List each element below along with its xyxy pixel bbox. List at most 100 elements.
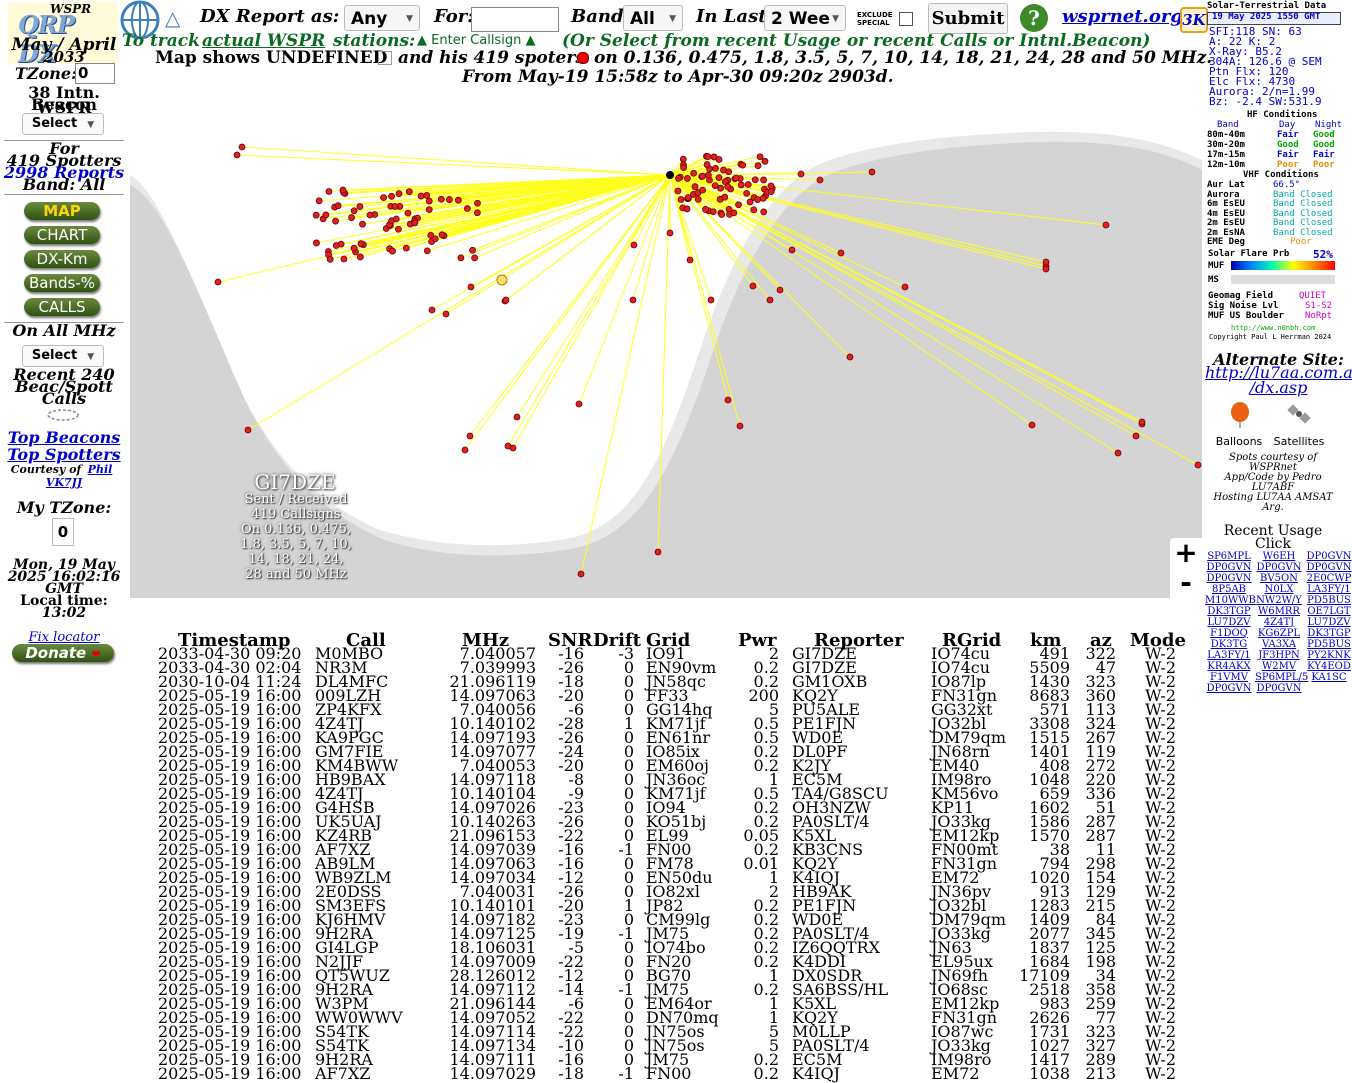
spotter-marker[interactable] — [327, 256, 333, 262]
spotter-marker[interactable] — [335, 203, 341, 209]
recent-usage-call-link[interactable]: LA3FY/1 — [1205, 650, 1253, 661]
spotter-marker[interactable] — [869, 169, 875, 175]
recent-usage-call-link[interactable]: KG6ZPL — [1255, 628, 1303, 639]
spotter-marker[interactable] — [667, 230, 673, 236]
spotter-marker[interactable] — [367, 212, 373, 218]
spotter-marker[interactable] — [455, 197, 461, 203]
spotter-marker[interactable] — [737, 423, 743, 429]
spotter-marker[interactable] — [1115, 450, 1121, 456]
recent-usage-call-link[interactable]: DP0GVN — [1205, 562, 1253, 573]
spotter-marker[interactable] — [631, 242, 637, 248]
spotter-marker[interactable] — [358, 241, 364, 247]
submit-button[interactable]: Submit — [928, 3, 1008, 34]
recent-usage-call-link[interactable]: KY4EOD — [1305, 661, 1352, 672]
spotter-marker[interactable] — [630, 297, 636, 303]
zoom-out-button[interactable]: - — [1170, 568, 1202, 598]
spotter-marker[interactable] — [684, 175, 690, 181]
spotter-marker[interactable] — [333, 243, 339, 249]
spotter-marker[interactable] — [718, 185, 724, 191]
spotter-marker[interactable] — [1043, 266, 1049, 272]
recent-usage-call-link[interactable]: M10WWB — [1205, 595, 1253, 606]
propagation-map[interactable]: GI7DZE Sent / Received 419 Callsigns On … — [130, 120, 1202, 598]
spotter-marker[interactable] — [751, 207, 757, 213]
dx-km-button[interactable]: DX-Km — [24, 250, 100, 268]
chart-button[interactable]: CHART — [24, 226, 100, 244]
spotter-marker[interactable] — [426, 198, 432, 204]
recent-usage-call-link[interactable]: LA3FY/1 — [1305, 584, 1352, 595]
spotter-marker[interactable] — [392, 204, 398, 210]
spotter-marker[interactable] — [468, 284, 474, 290]
recent-usage-call-link[interactable]: DP0GVN — [1205, 683, 1253, 694]
3k-badge[interactable]: 3K — [1180, 7, 1208, 33]
recent-usage-call-link[interactable]: DP0GVN — [1255, 562, 1303, 573]
spotter-marker[interactable] — [750, 283, 756, 289]
spotter-marker[interactable] — [510, 445, 516, 451]
courtesy-call-link[interactable]: VK7JJ — [0, 475, 128, 490]
spotter-marker[interactable] — [700, 187, 706, 193]
recent-usage-call-link[interactable]: DP0GVN — [1255, 683, 1303, 694]
spotter-marker[interactable] — [215, 279, 221, 285]
spotter-marker[interactable] — [340, 187, 346, 193]
recent-usage-call-link[interactable]: DP0GVN — [1305, 562, 1352, 573]
spotter-marker[interactable] — [847, 354, 853, 360]
spotter-marker[interactable] — [1103, 222, 1109, 228]
spotter-marker[interactable] — [462, 447, 468, 453]
callsign-input[interactable] — [471, 7, 559, 32]
spotter-marker[interactable] — [752, 177, 758, 183]
spotter-marker[interactable] — [446, 197, 452, 203]
spotter-marker[interactable] — [326, 188, 332, 194]
spotter-marker[interactable] — [711, 154, 717, 160]
exclude-special-checkbox[interactable] — [899, 12, 913, 26]
spotter-marker[interactable] — [767, 297, 773, 303]
spotter-marker[interactable] — [725, 184, 731, 190]
spotter-marker[interactable] — [389, 193, 395, 199]
recent-usage-call-link[interactable]: DP0GVN — [1205, 573, 1253, 584]
spotter-marker[interactable] — [740, 162, 746, 168]
spotter-marker[interactable] — [472, 255, 478, 261]
spotter-marker[interactable] — [722, 194, 728, 200]
spotter-marker[interactable] — [719, 211, 725, 217]
spotter-marker[interactable] — [351, 208, 357, 214]
spotter-marker[interactable] — [768, 189, 774, 195]
balloon-icon[interactable] — [1229, 402, 1251, 428]
spotter-marker[interactable] — [503, 297, 509, 303]
spotter-marker[interactable] — [704, 162, 710, 168]
spotter-marker[interactable] — [703, 206, 709, 212]
spotter-marker[interactable] — [1029, 422, 1035, 428]
spotter-marker[interactable] — [316, 198, 322, 204]
spotter-marker[interactable] — [458, 255, 464, 261]
spotter-marker[interactable] — [1133, 433, 1139, 439]
recent-usage-call-link[interactable]: BV5ON — [1255, 573, 1303, 584]
recent-usage-call-link[interactable]: LU7DZV — [1305, 617, 1352, 628]
spotter-marker[interactable] — [395, 226, 401, 232]
tzone-input[interactable]: 0 — [75, 63, 115, 84]
donate-button[interactable]: Donate ❤ — [12, 644, 114, 662]
spotter-marker[interactable] — [474, 210, 480, 216]
top-spotters-link[interactable]: Top Spotters — [0, 447, 128, 462]
home-station-marker[interactable] — [666, 171, 674, 179]
recent-usage-call-link[interactable]: W6EH — [1255, 551, 1303, 562]
recent-usage-call-link[interactable]: NW2W/Y — [1255, 595, 1303, 606]
recent-usage-call-link[interactable]: KR4AKX — [1205, 661, 1253, 672]
recent-usage-call-link[interactable]: DP0GVN — [1305, 551, 1352, 562]
spotter-marker[interactable] — [817, 177, 823, 183]
spotter-marker[interactable] — [777, 287, 783, 293]
spotter-marker[interactable] — [1139, 419, 1145, 425]
spotter-marker[interactable] — [429, 307, 435, 313]
spotter-marker[interactable] — [687, 257, 693, 263]
spotter-marker[interactable] — [576, 401, 582, 407]
spotter-marker[interactable] — [680, 156, 686, 162]
spotter-marker[interactable] — [514, 414, 520, 420]
spotter-marker[interactable] — [341, 256, 347, 262]
spotter-marker[interactable] — [393, 216, 399, 222]
spotter-marker[interactable] — [731, 210, 737, 216]
map-button[interactable]: MAP — [24, 202, 100, 220]
spotter-marker[interactable] — [757, 154, 763, 160]
recent-usage-call-link[interactable]: 8P5AB — [1205, 584, 1253, 595]
beacon-select[interactable]: Select▼ — [22, 113, 104, 135]
satellites-label[interactable]: Satellites — [1269, 435, 1329, 448]
bands-percent-button[interactable]: Bands-% — [24, 274, 100, 292]
spotter-marker[interactable] — [691, 170, 697, 176]
recent-usage-call-link[interactable]: VA3XA — [1255, 639, 1303, 650]
recent-usage-call-link[interactable]: F1VMV — [1205, 672, 1253, 683]
